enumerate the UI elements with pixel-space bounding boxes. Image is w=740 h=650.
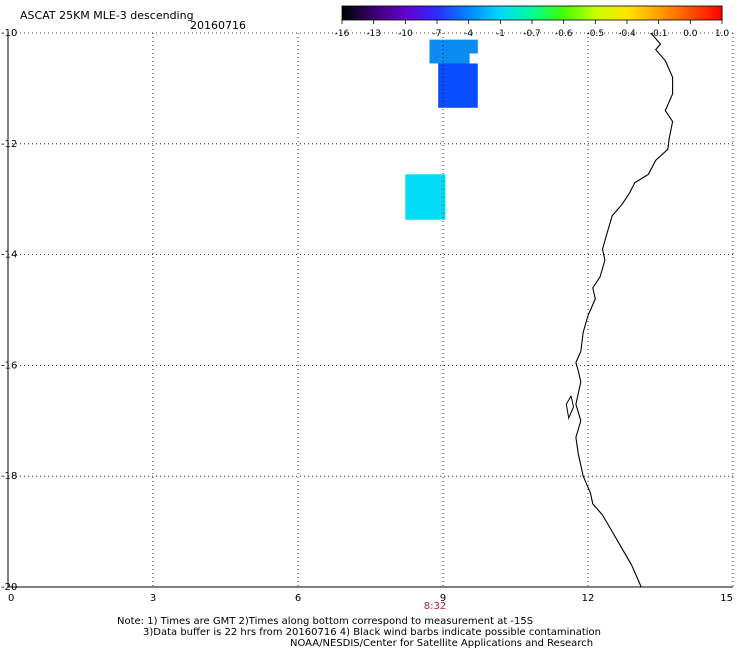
data-cell [429, 53, 470, 64]
colorbar-tick-label: -7 [433, 29, 442, 39]
coastline [565, 32, 674, 588]
colorbar-segment [342, 6, 375, 20]
colorbar-segment [627, 6, 660, 20]
colorbar-tick-label: 0.0 [683, 29, 698, 39]
x-tick-label: 6 [295, 593, 301, 604]
coastline-inlet [565, 395, 575, 420]
colorbar-tick-label: -13 [366, 29, 381, 39]
colorbar-segment [595, 6, 628, 20]
grid-lines [8, 33, 733, 587]
x-tick-label: 12 [582, 593, 595, 604]
y-tick-label: -18 [1, 471, 17, 482]
y-tick-label: -16 [1, 360, 17, 371]
colorbar-segment [658, 6, 691, 20]
colorbar-tick-label: -4 [464, 29, 473, 39]
footer-note-line-1: Note: 1) Times are GMT 2)Times along bot… [117, 616, 534, 627]
colorbar-tick-label: -10 [398, 29, 413, 39]
colorbar-tick-label: -0.5 [587, 29, 605, 39]
x-tick-label: 9 [440, 593, 446, 604]
data-cell [405, 174, 446, 220]
colorbar: -16 -13 -10 -7 -4 -1 -0.7 -0.6 -0.5 -0.4 -0.1 0.0 1.… [335, 5, 730, 39]
y-tick-label: -14 [1, 250, 17, 261]
colorbar-tick-label: -1 [496, 29, 505, 39]
colorbar-segment [405, 6, 438, 20]
colorbar-segment [500, 6, 533, 20]
y-tick-label: -10 [1, 28, 17, 39]
y-axis-ticks: -10 -12 -14 -16 -18 -20 [1, 28, 17, 593]
chart-title: ASCAT 25KM MLE-3 descending [20, 9, 194, 22]
x-tick-label: 0 [8, 593, 14, 604]
colorbar-tick-label: -16 [335, 29, 350, 39]
y-tick-label: -20 [1, 582, 17, 593]
time-label: 8:32 [423, 601, 447, 612]
footer-credit: NOAA/NESDIS/Center for Satellite Applica… [290, 638, 594, 649]
data-cell [438, 63, 478, 108]
data-cell [429, 39, 478, 54]
footer-note-line-2: 3)Data buffer is 22 hrs from 20160716 4)… [143, 627, 601, 638]
colorbar-segment [468, 6, 501, 20]
colorbar-tick-label: -0.6 [555, 29, 573, 39]
x-tick-label: 3 [150, 593, 156, 604]
x-axis-ticks: 0 3 6 9 12 15 [8, 593, 733, 604]
y-tick-label: -12 [1, 139, 17, 150]
colorbar-segment [532, 6, 565, 20]
colorbar-segment [373, 6, 406, 20]
colorbar-tick-label: -0.7 [523, 29, 541, 39]
colorbar-segment [563, 6, 596, 20]
colorbar-segment [437, 6, 470, 20]
data-cells [405, 39, 478, 220]
x-tick-label: 15 [720, 593, 733, 604]
colorbar-tick-label: 1.0 [715, 29, 730, 39]
plot-frame [7, 32, 734, 588]
colorbar-tick-label: -0.1 [650, 29, 668, 39]
colorbar-tick-label: -0.4 [618, 29, 636, 39]
chart-date: 20160716 [190, 19, 246, 32]
colorbar-segment [690, 6, 723, 20]
coastline-line [575, 32, 674, 588]
